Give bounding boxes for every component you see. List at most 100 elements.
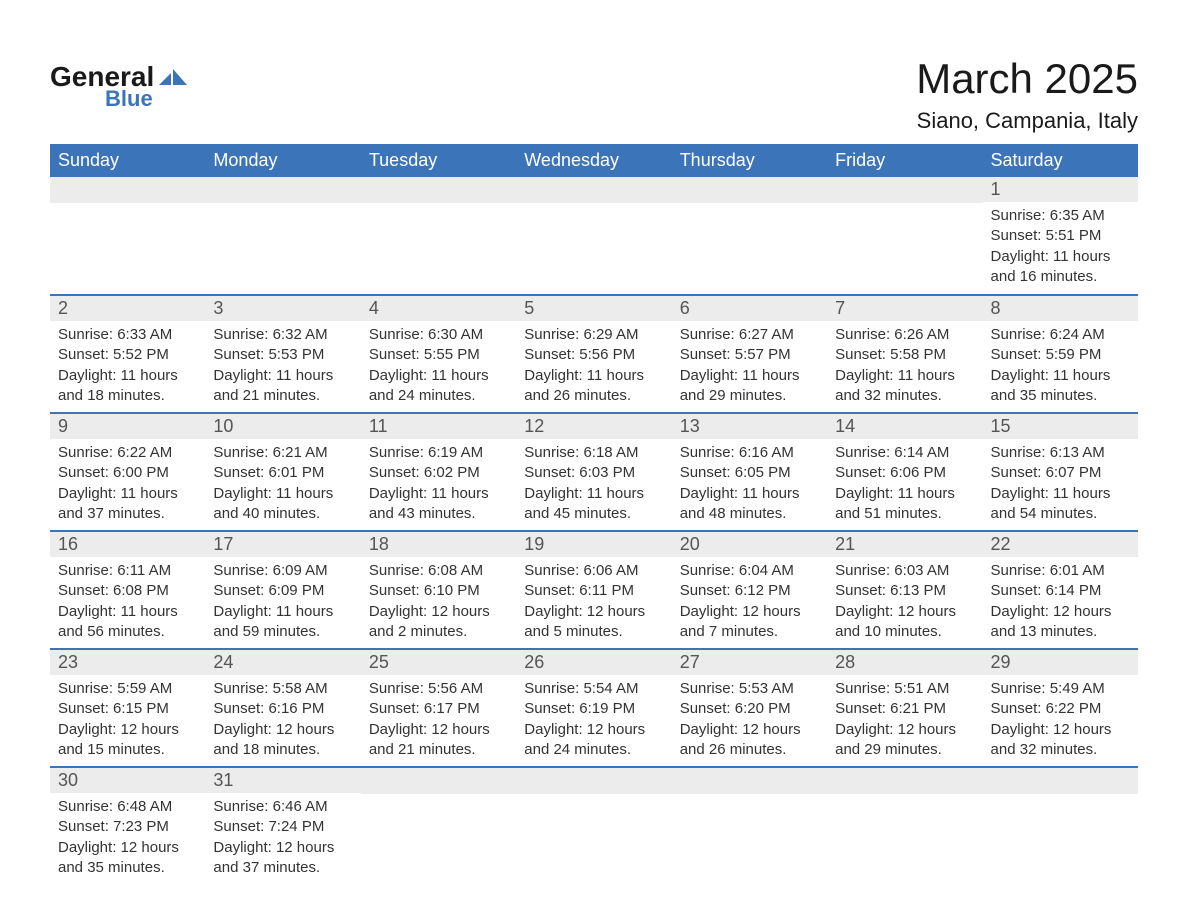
day-content: Sunrise: 5:53 AMSunset: 6:20 PMDaylight:… — [672, 675, 827, 766]
empty-day-number — [827, 768, 982, 794]
calendar-cell: 9Sunrise: 6:22 AMSunset: 6:00 PMDaylight… — [50, 413, 205, 531]
calendar-week: 2Sunrise: 6:33 AMSunset: 5:52 PMDaylight… — [50, 295, 1138, 413]
day-content: Sunrise: 6:13 AMSunset: 6:07 PMDaylight:… — [983, 439, 1138, 530]
day-number: 29 — [983, 650, 1138, 675]
empty-day-number — [516, 177, 671, 203]
day-content: Sunrise: 6:32 AMSunset: 5:53 PMDaylight:… — [205, 321, 360, 412]
day-number: 30 — [50, 768, 205, 793]
day-number: 2 — [50, 296, 205, 321]
calendar-table: Sunday Monday Tuesday Wednesday Thursday… — [50, 144, 1138, 884]
day-number: 7 — [827, 296, 982, 321]
location-text: Siano, Campania, Italy — [916, 108, 1138, 134]
empty-day-number — [50, 177, 205, 203]
sunrise-line: Sunrise: 6:16 AM — [680, 443, 819, 463]
daylight-line: Daylight: 11 hours and 21 minutes. — [213, 366, 352, 407]
sunrise-line: Sunrise: 6:48 AM — [58, 797, 197, 817]
day-content: Sunrise: 6:30 AMSunset: 5:55 PMDaylight:… — [361, 321, 516, 412]
day-content: Sunrise: 6:19 AMSunset: 6:02 PMDaylight:… — [361, 439, 516, 530]
day-content: Sunrise: 6:21 AMSunset: 6:01 PMDaylight:… — [205, 439, 360, 530]
day-content: Sunrise: 6:11 AMSunset: 6:08 PMDaylight:… — [50, 557, 205, 648]
calendar-cell — [672, 767, 827, 884]
sunrise-line: Sunrise: 5:51 AM — [835, 679, 974, 699]
sunset-line: Sunset: 7:23 PM — [58, 817, 197, 837]
sunset-line: Sunset: 6:09 PM — [213, 581, 352, 601]
sunset-line: Sunset: 5:59 PM — [991, 345, 1130, 365]
calendar-cell — [361, 767, 516, 884]
day-number: 14 — [827, 414, 982, 439]
empty-day-number — [361, 177, 516, 203]
daylight-line: Daylight: 12 hours and 18 minutes. — [213, 720, 352, 761]
daylight-line: Daylight: 12 hours and 2 minutes. — [369, 602, 508, 643]
calendar-cell: 22Sunrise: 6:01 AMSunset: 6:14 PMDayligh… — [983, 531, 1138, 649]
day-number: 8 — [983, 296, 1138, 321]
sunrise-line: Sunrise: 6:06 AM — [524, 561, 663, 581]
calendar-cell: 3Sunrise: 6:32 AMSunset: 5:53 PMDaylight… — [205, 295, 360, 413]
daylight-line: Daylight: 11 hours and 59 minutes. — [213, 602, 352, 643]
day-number: 6 — [672, 296, 827, 321]
sunset-line: Sunset: 6:02 PM — [369, 463, 508, 483]
col-sunday: Sunday — [50, 144, 205, 177]
sunrise-line: Sunrise: 6:35 AM — [991, 206, 1130, 226]
day-number: 3 — [205, 296, 360, 321]
empty-content — [516, 203, 671, 294]
daylight-line: Daylight: 12 hours and 26 minutes. — [680, 720, 819, 761]
calendar-cell — [672, 177, 827, 295]
calendar-cell: 4Sunrise: 6:30 AMSunset: 5:55 PMDaylight… — [361, 295, 516, 413]
sunset-line: Sunset: 6:16 PM — [213, 699, 352, 719]
sunrise-line: Sunrise: 6:24 AM — [991, 325, 1130, 345]
calendar-week: 23Sunrise: 5:59 AMSunset: 6:15 PMDayligh… — [50, 649, 1138, 767]
calendar-cell: 2Sunrise: 6:33 AMSunset: 5:52 PMDaylight… — [50, 295, 205, 413]
calendar-cell: 25Sunrise: 5:56 AMSunset: 6:17 PMDayligh… — [361, 649, 516, 767]
empty-content — [827, 203, 982, 294]
daylight-line: Daylight: 12 hours and 15 minutes. — [58, 720, 197, 761]
sunrise-line: Sunrise: 6:32 AM — [213, 325, 352, 345]
empty-day-number — [672, 177, 827, 203]
calendar-cell: 7Sunrise: 6:26 AMSunset: 5:58 PMDaylight… — [827, 295, 982, 413]
calendar-cell: 31Sunrise: 6:46 AMSunset: 7:24 PMDayligh… — [205, 767, 360, 884]
daylight-line: Daylight: 11 hours and 16 minutes. — [991, 247, 1130, 288]
calendar-cell — [516, 177, 671, 295]
day-number: 21 — [827, 532, 982, 557]
daylight-line: Daylight: 11 hours and 40 minutes. — [213, 484, 352, 525]
calendar-week: 9Sunrise: 6:22 AMSunset: 6:00 PMDaylight… — [50, 413, 1138, 531]
sunrise-line: Sunrise: 6:04 AM — [680, 561, 819, 581]
empty-day-number — [983, 768, 1138, 794]
sunset-line: Sunset: 5:57 PM — [680, 345, 819, 365]
day-number: 15 — [983, 414, 1138, 439]
day-content: Sunrise: 6:22 AMSunset: 6:00 PMDaylight:… — [50, 439, 205, 530]
sunset-line: Sunset: 6:15 PM — [58, 699, 197, 719]
day-content: Sunrise: 5:51 AMSunset: 6:21 PMDaylight:… — [827, 675, 982, 766]
sunrise-line: Sunrise: 6:18 AM — [524, 443, 663, 463]
sunset-line: Sunset: 6:01 PM — [213, 463, 352, 483]
day-number: 10 — [205, 414, 360, 439]
sunrise-line: Sunrise: 6:03 AM — [835, 561, 974, 581]
sunrise-line: Sunrise: 5:56 AM — [369, 679, 508, 699]
day-number: 1 — [983, 177, 1138, 202]
sunrise-line: Sunrise: 6:11 AM — [58, 561, 197, 581]
daylight-line: Daylight: 12 hours and 35 minutes. — [58, 838, 197, 879]
daylight-line: Daylight: 11 hours and 24 minutes. — [369, 366, 508, 407]
sunset-line: Sunset: 5:55 PM — [369, 345, 508, 365]
daylight-line: Daylight: 12 hours and 10 minutes. — [835, 602, 974, 643]
empty-content — [205, 203, 360, 294]
sunset-line: Sunset: 6:13 PM — [835, 581, 974, 601]
day-content: Sunrise: 5:56 AMSunset: 6:17 PMDaylight:… — [361, 675, 516, 766]
calendar-cell — [361, 177, 516, 295]
calendar-cell: 5Sunrise: 6:29 AMSunset: 5:56 PMDaylight… — [516, 295, 671, 413]
sunrise-line: Sunrise: 5:49 AM — [991, 679, 1130, 699]
day-number: 25 — [361, 650, 516, 675]
sunset-line: Sunset: 6:03 PM — [524, 463, 663, 483]
calendar-week: 1 Sunrise: 6:35 AMSunset: 5:51 PMDaylight… — [50, 177, 1138, 295]
day-number: 19 — [516, 532, 671, 557]
daylight-line: Daylight: 12 hours and 24 minutes. — [524, 720, 663, 761]
calendar-cell: 11Sunrise: 6:19 AMSunset: 6:02 PMDayligh… — [361, 413, 516, 531]
calendar-cell — [205, 177, 360, 295]
sunrise-line: Sunrise: 6:33 AM — [58, 325, 197, 345]
sunset-line: Sunset: 5:51 PM — [991, 226, 1130, 246]
day-number: 17 — [205, 532, 360, 557]
day-number: 16 — [50, 532, 205, 557]
sunrise-line: Sunrise: 6:22 AM — [58, 443, 197, 463]
day-content: Sunrise: 5:49 AMSunset: 6:22 PMDaylight:… — [983, 675, 1138, 766]
calendar-cell — [50, 177, 205, 295]
sunset-line: Sunset: 6:14 PM — [991, 581, 1130, 601]
